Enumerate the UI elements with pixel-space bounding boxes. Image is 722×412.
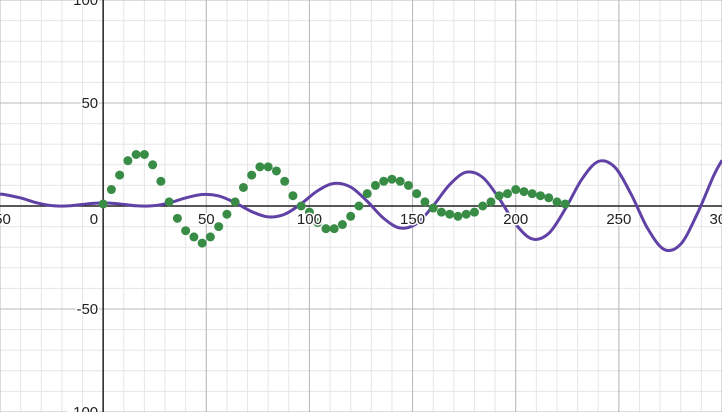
point: [238, 182, 248, 192]
y-tick-label: -50: [76, 301, 98, 318]
point: [337, 220, 347, 230]
point: [321, 224, 331, 234]
point: [387, 174, 397, 184]
point: [370, 180, 380, 190]
point: [148, 160, 158, 170]
point: [420, 197, 430, 207]
point: [271, 166, 281, 176]
point: [280, 176, 290, 186]
point: [189, 232, 199, 242]
point: [106, 185, 116, 195]
point: [461, 209, 471, 219]
point: [181, 226, 191, 236]
point: [156, 176, 166, 186]
x-tick-label: 150: [400, 211, 425, 228]
x-tick-label: 100: [297, 211, 322, 228]
point: [519, 187, 529, 197]
point: [403, 180, 413, 190]
point: [172, 213, 182, 223]
point: [395, 176, 405, 186]
point: [535, 191, 545, 201]
point: [469, 207, 479, 217]
point: [412, 189, 422, 199]
point: [445, 209, 455, 219]
point: [222, 209, 232, 219]
curve: [0, 159, 722, 253]
point: [346, 211, 356, 221]
point: [164, 197, 174, 207]
point: [205, 232, 215, 242]
point: [552, 197, 562, 207]
point: [560, 199, 570, 209]
point: [230, 197, 240, 207]
point: [544, 193, 554, 203]
point: [304, 207, 314, 217]
x-tick-label: -50: [0, 211, 11, 228]
x-tick-label: 300: [709, 211, 722, 228]
y-tick-label: -100: [68, 404, 98, 412]
point: [329, 224, 339, 234]
point: [123, 156, 133, 166]
point: [436, 207, 446, 217]
point: [527, 189, 537, 199]
point: [478, 201, 488, 211]
point: [313, 217, 323, 227]
point: [502, 189, 512, 199]
point: [288, 191, 298, 201]
point: [362, 189, 372, 199]
point: [197, 238, 207, 248]
point: [247, 170, 257, 180]
point: [214, 222, 224, 232]
y-tick-label: 50: [81, 95, 98, 112]
x-tick-label: 0: [90, 211, 98, 228]
point: [486, 197, 496, 207]
x-tick-label: 250: [606, 211, 631, 228]
point: [131, 150, 141, 159]
point: [263, 162, 273, 172]
point: [139, 150, 149, 159]
y-tick-label: 100: [73, 0, 98, 9]
point: [453, 211, 463, 221]
x-tick-label: 50: [198, 211, 215, 228]
point: [255, 162, 265, 172]
point: [296, 201, 306, 211]
point: [354, 201, 364, 211]
point: [115, 170, 125, 180]
point: [511, 185, 521, 195]
point: [98, 199, 108, 209]
point: [428, 203, 438, 213]
point: [379, 176, 389, 186]
point: [494, 191, 504, 201]
x-tick-label: 200: [503, 211, 528, 228]
